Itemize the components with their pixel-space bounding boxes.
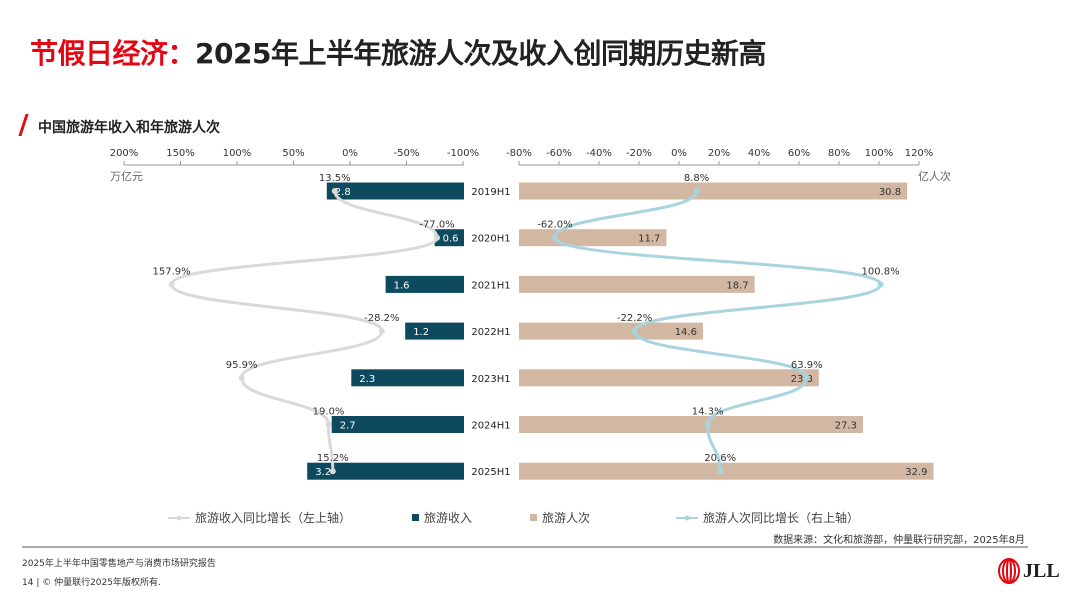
visitor-growth-point — [693, 188, 700, 194]
visitor-growth-label: 8.8% — [684, 173, 709, 184]
revenue-growth-point — [168, 281, 175, 288]
category-label: 2024H1 — [471, 421, 510, 432]
category-label: 2025H1 — [471, 467, 510, 478]
right-axis-tick-label: -40% — [586, 148, 612, 159]
left-axis-tick-label: 200% — [110, 148, 139, 159]
visitors-bar — [519, 462, 934, 480]
revenue-bar — [331, 416, 464, 433]
chart-subtitle: 中国旅游年收入和年旅游人次 — [38, 120, 220, 136]
revenue-bar-label: 2.7 — [340, 421, 356, 432]
visitors-bar-label: 27.3 — [835, 421, 857, 432]
revenue-growth-point — [434, 234, 441, 241]
left-axis-tick-label: 150% — [166, 148, 195, 159]
right-axis-tick-label: 20% — [708, 148, 730, 159]
legend-line-blue-icon — [676, 515, 698, 520]
revenue-growth-point — [331, 188, 338, 194]
visitor-growth-point — [717, 468, 724, 475]
left-axis-tick-label: 100% — [223, 148, 252, 159]
visitors-bar — [519, 322, 703, 340]
revenue-growth-label: 15.2% — [317, 453, 349, 464]
revenue-growth-label: 95.9% — [226, 360, 258, 371]
visitor-growth-label: -22.2% — [617, 313, 652, 324]
revenue-bar — [434, 229, 464, 247]
footer-copyright: 14 | © 仲量联行2025年版权所有. — [22, 578, 161, 588]
visitors-bar-label: 23.8 — [791, 374, 813, 385]
revenue-growth-point — [325, 421, 332, 428]
revenue-bar — [307, 462, 464, 480]
jll-logo-icon — [998, 558, 1020, 584]
visitors-bar-label: 14.6 — [675, 327, 697, 338]
revenue-growth-label: -28.2% — [364, 313, 399, 324]
visitor-growth-point — [704, 421, 711, 428]
legend-visitors[interactable]: 旅游人次 — [530, 509, 590, 526]
legend-line-gray-icon — [168, 515, 190, 520]
right-axis-tick-label: 60% — [788, 148, 810, 159]
revenue-growth-point — [378, 328, 385, 335]
revenue-growth-label: -77.0% — [419, 220, 454, 231]
revenue-bar-label: 1.2 — [413, 327, 429, 338]
visitor-growth-label: 14.3% — [692, 407, 724, 418]
visitors-bar-label: 30.8 — [879, 187, 901, 198]
visitors-bar-label: 32.9 — [905, 467, 927, 478]
left-axis-tick-label: 50% — [282, 148, 304, 159]
visitor-growth-label: 20.6% — [704, 453, 736, 464]
revenue-growth-label: 13.5% — [319, 173, 351, 184]
revenue-bar-label: 1.6 — [394, 280, 410, 291]
visitor-growth-point — [631, 328, 638, 335]
left-unit-label: 万亿元 — [110, 170, 143, 183]
revenue-bar — [351, 369, 464, 387]
visitor-growth-label: 63.9% — [791, 360, 823, 371]
visitor-growth-point — [552, 234, 558, 241]
visitors-bar-label: 11.7 — [638, 234, 660, 245]
visitors-bar — [519, 416, 863, 433]
visitor-growth-label: 100.8% — [862, 266, 900, 277]
right-axis-tick-label: 100% — [865, 148, 894, 159]
left-axis-tick-label: 0% — [342, 148, 358, 159]
revenue-bar — [326, 182, 464, 200]
legend-square-icon — [530, 514, 537, 521]
right-axis-tick-label: -60% — [546, 148, 572, 159]
category-label: 2022H1 — [471, 327, 510, 338]
right-axis-tick-label: -80% — [506, 148, 532, 159]
revenue-growth-point — [329, 468, 336, 475]
category-label: 2020H1 — [471, 234, 510, 245]
legend-revenue[interactable]: 旅游收入 — [412, 509, 472, 526]
revenue-growth-label: 157.9% — [153, 266, 191, 277]
revenue-bar — [405, 322, 464, 340]
right-axis-tick-label: 80% — [828, 148, 850, 159]
legend-visitor-growth[interactable]: 旅游人次同比增长（右上轴） — [676, 509, 859, 526]
revenue-growth-label: 19.0% — [313, 407, 345, 418]
revenue-bar-label: 2.8 — [335, 187, 351, 198]
left-axis-tick-label: -50% — [394, 148, 420, 159]
report-name: 2025年上半年中国零售地产与消费市场研究报告 — [22, 559, 216, 569]
visitors-bar — [519, 182, 908, 200]
revenue-bar-label: 2.3 — [359, 374, 375, 385]
right-axis-tick-label: -20% — [626, 148, 652, 159]
visitors-bar-label: 18.7 — [726, 280, 748, 291]
visitor-growth-label: -62.0% — [537, 220, 572, 231]
jll-logo: JLL — [998, 558, 1060, 584]
right-axis-tick-label: 40% — [748, 148, 770, 159]
right-axis-tick-label: 0% — [671, 148, 687, 159]
divider — [22, 546, 1028, 548]
data-source: 数据来源：文化和旅游部，仲量联行研究部，2025年8月 — [773, 535, 1025, 546]
legend-square-icon — [412, 514, 419, 521]
visitor-growth-point — [877, 281, 884, 288]
category-label: 2021H1 — [471, 280, 510, 291]
visitors-bar — [519, 369, 819, 387]
category-label: 2019H1 — [471, 187, 510, 198]
revenue-growth-point — [238, 374, 245, 381]
page-title: 节假日经济：2025年上半年旅游人次及收入创同期历史新高 — [30, 37, 766, 70]
revenue-bar-label: 3.2 — [315, 467, 331, 478]
category-label: 2023H1 — [471, 374, 510, 385]
left-axis-tick-label: -100% — [447, 148, 479, 159]
legend-revenue-growth[interactable]: 旅游收入同比增长（左上轴） — [168, 509, 351, 526]
revenue-bar — [385, 275, 464, 293]
revenue-bar-label: 0.6 — [443, 234, 459, 245]
right-axis-tick-label: 120% — [905, 148, 934, 159]
visitors-bar — [519, 275, 755, 293]
visitor-growth-point — [803, 374, 810, 381]
right-unit-label: 亿人次 — [918, 169, 951, 183]
